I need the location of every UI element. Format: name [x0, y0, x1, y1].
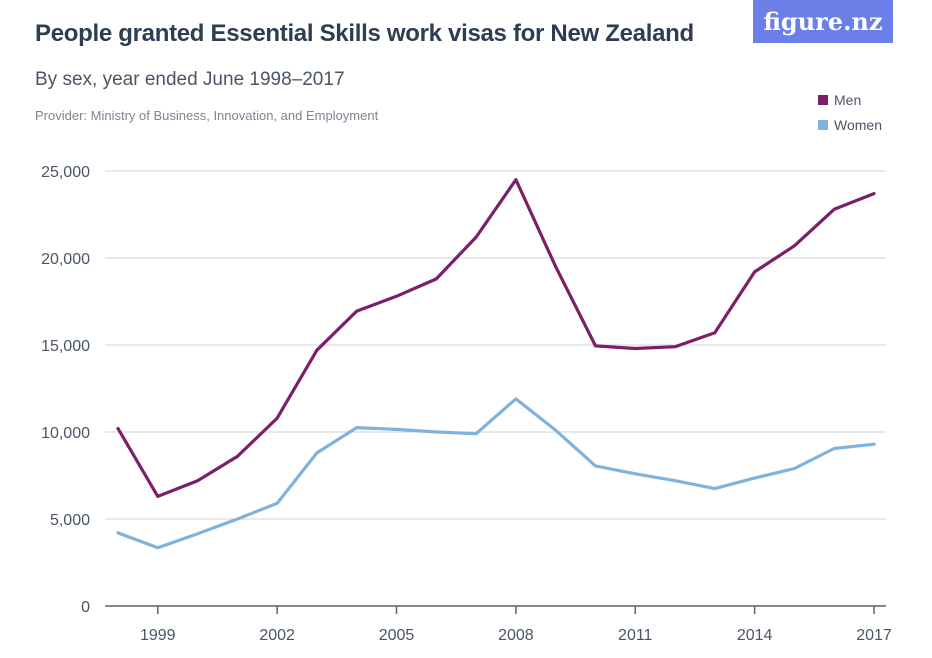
- data-point-men: [395, 294, 398, 298]
- data-point-men: [116, 427, 120, 430]
- x-tick-label: 2008: [498, 627, 534, 644]
- data-point-men: [713, 331, 717, 335]
- y-tick-label: 25,000: [41, 164, 90, 181]
- data-point-men: [514, 178, 518, 182]
- data-point-women: [793, 467, 796, 470]
- chart-subtitle: By sex, year ended June 1998–2017: [35, 69, 345, 90]
- data-point-men: [275, 416, 279, 420]
- y-tick-label: 5,000: [50, 512, 90, 529]
- data-point-men: [196, 479, 199, 483]
- legend-swatch-men: [818, 94, 828, 105]
- y-axis: 0 5,000 10,000 15,000 20,000 25,000: [41, 164, 90, 616]
- data-point-men: [434, 277, 438, 281]
- data-point-women: [395, 427, 398, 431]
- data-provider: Provider: Ministry of Business, Innovati…: [35, 108, 379, 123]
- brand-logo[interactable]: figure.nz: [753, 0, 893, 43]
- y-tick-label: 20,000: [41, 251, 90, 268]
- x-tick-label: 2014: [737, 627, 773, 644]
- data-point-women: [872, 442, 876, 446]
- legend: Men Women: [818, 87, 882, 137]
- data-point-men: [673, 345, 677, 349]
- data-point-men: [872, 192, 876, 196]
- data-point-men: [633, 347, 637, 350]
- data-point-women: [434, 430, 438, 434]
- data-point-men: [753, 270, 757, 274]
- data-point-women: [633, 472, 637, 476]
- data-point-women: [832, 447, 836, 450]
- x-axis: 1999 2002 2005 2008 2011 2014 2017: [105, 605, 892, 644]
- x-tick-label: 2017: [856, 627, 892, 644]
- data-point-men: [832, 207, 836, 211]
- y-tick-label: 15,000: [41, 338, 90, 355]
- data-point-men: [235, 454, 239, 458]
- legend-label-men: Men: [834, 91, 862, 108]
- data-point-women: [235, 517, 239, 521]
- x-tick-label: 2011: [618, 627, 653, 644]
- y-tick-label: 10,000: [41, 425, 90, 442]
- series-line-men: [116, 178, 876, 498]
- data-point-women: [196, 532, 199, 536]
- legend-swatch-women: [818, 119, 828, 130]
- data-point-men: [355, 309, 359, 313]
- x-tick-label: 2002: [259, 627, 295, 644]
- legend-item-women: Women: [818, 112, 882, 137]
- data-point-men: [474, 235, 478, 239]
- data-point-women: [594, 464, 597, 468]
- y-tick-label: 0: [81, 599, 90, 616]
- data-point-women: [713, 487, 717, 490]
- data-point-women: [355, 426, 359, 430]
- data-point-women: [275, 501, 279, 505]
- series-line-women: [116, 397, 876, 550]
- data-point-men: [793, 244, 796, 248]
- data-point-women: [116, 531, 120, 535]
- series-lines: [116, 178, 876, 550]
- legend-label-women: Women: [834, 116, 882, 133]
- data-point-women: [554, 428, 558, 432]
- legend-item-men: Men: [818, 87, 882, 112]
- data-point-women: [315, 451, 319, 455]
- data-point-men: [554, 265, 558, 269]
- data-point-women: [474, 432, 478, 436]
- x-tick-label: 1999: [140, 627, 176, 644]
- data-point-women: [156, 546, 160, 550]
- data-point-men: [156, 494, 160, 498]
- data-point-women: [753, 476, 757, 480]
- data-point-men: [315, 348, 319, 352]
- x-tick-label: 2005: [379, 627, 415, 644]
- data-point-men: [594, 344, 597, 348]
- data-point-women: [673, 479, 677, 483]
- data-point-women: [514, 397, 518, 401]
- chart-title: People granted Essential Skills work vis…: [35, 20, 694, 47]
